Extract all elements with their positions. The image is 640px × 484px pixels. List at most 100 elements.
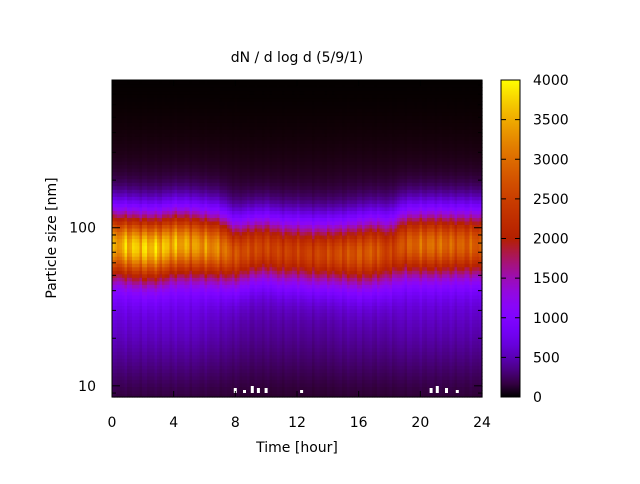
heatmap-cell: [249, 234, 253, 240]
heatmap-cell: [237, 273, 241, 278]
heatmap-cell: [207, 234, 211, 240]
heatmap-cell: [242, 351, 246, 356]
heatmap-cell: [229, 326, 233, 331]
heatmap-cell: [242, 340, 246, 345]
heatmap-cell: [184, 379, 188, 384]
heatmap-cell: [192, 196, 196, 201]
heatmap-cell: [144, 111, 148, 116]
heatmap-cell: [124, 192, 128, 197]
heatmap-cell: [164, 224, 168, 229]
heatmap-cell: [189, 393, 193, 398]
heatmap-cell: [114, 129, 118, 134]
heatmap-cell: [222, 330, 226, 335]
heatmap-cell: [202, 104, 206, 109]
heatmap-cell: [247, 227, 251, 233]
heatmap-cell: [207, 319, 211, 324]
heatmap-cell: [187, 150, 191, 155]
heatmap-cell: [114, 291, 118, 296]
heatmap-cell: [154, 323, 158, 328]
heatmap-cell: [227, 171, 231, 176]
heatmap-cell: [152, 287, 156, 292]
heatmap-cell: [172, 375, 176, 380]
heatmap-cell: [222, 97, 226, 102]
heatmap-cell: [187, 347, 191, 352]
heatmap-cell: [229, 330, 233, 335]
heatmap-cell: [187, 90, 191, 95]
heatmap-cell: [182, 118, 186, 123]
heatmap-cell: [217, 161, 221, 166]
heatmap-cell: [159, 227, 163, 233]
heatmap-cell: [199, 210, 203, 215]
heatmap-cell: [124, 234, 128, 240]
heatmap-cell: [172, 358, 176, 363]
heatmap-cell: [192, 111, 196, 116]
heatmap-cell: [229, 153, 233, 159]
heatmap-cell: [132, 301, 136, 307]
heatmap-cell: [227, 242, 231, 247]
heatmap-cell: [114, 280, 118, 285]
heatmap-cell: [117, 312, 121, 317]
heatmap-cell: [149, 242, 153, 247]
heatmap-cell: [117, 196, 121, 201]
heatmap-cell: [127, 273, 131, 278]
heatmap-cell: [122, 277, 126, 282]
heatmap-cell: [239, 294, 243, 299]
heatmap-cell: [242, 108, 246, 113]
heatmap-cell: [222, 136, 226, 141]
heatmap-cell: [207, 136, 211, 141]
heatmap-cell: [237, 393, 241, 398]
heatmap-cell: [247, 220, 251, 226]
heatmap-cell: [122, 270, 126, 275]
heatmap-cell: [229, 118, 233, 123]
heatmap-cell: [174, 115, 178, 120]
heatmap-cell: [222, 83, 226, 88]
heatmap-cell: [182, 192, 186, 197]
heatmap-cell: [114, 139, 118, 144]
heatmap-cell: [177, 273, 181, 278]
heatmap-cell: [247, 337, 251, 342]
heatmap-cell: [227, 164, 231, 169]
heatmap-cell: [202, 157, 206, 162]
heatmap-cell: [239, 97, 243, 102]
heatmap-cell: [159, 196, 163, 201]
heatmap-cell: [127, 330, 131, 335]
heatmap-cell: [184, 245, 188, 250]
heatmap-cell: [229, 87, 233, 92]
heatmap-cell: [169, 139, 173, 144]
heatmap-cell: [212, 178, 216, 183]
heatmap-cell: [237, 132, 241, 137]
heatmap-cell: [179, 136, 183, 141]
heatmap-cell: [187, 199, 191, 204]
heatmap-cell: [219, 175, 223, 180]
heatmap-cell: [182, 277, 186, 282]
heatmap-cell: [182, 382, 186, 388]
heatmap-cell: [179, 375, 183, 380]
heatmap-cell: [157, 375, 161, 380]
heatmap-cell: [144, 175, 148, 180]
heatmap-cell: [112, 238, 116, 243]
heatmap-cell: [249, 351, 253, 356]
heatmap-cell: [229, 389, 233, 395]
heatmap-cell: [204, 284, 208, 289]
heatmap-cell: [159, 298, 163, 303]
heatmap-cell: [147, 227, 151, 233]
heatmap-cell: [127, 323, 131, 328]
heatmap-cell: [209, 389, 213, 395]
heatmap-cell: [137, 291, 141, 296]
heatmap-cell: [167, 136, 171, 141]
heatmap-cell: [114, 196, 118, 201]
heatmap-cell: [124, 161, 128, 166]
heatmap-cell: [162, 249, 166, 254]
heatmap-cell: [159, 129, 163, 134]
heatmap-cell: [162, 125, 166, 130]
heatmap-cell: [189, 104, 193, 109]
heatmap-cell: [227, 146, 231, 152]
heatmap-cell: [184, 354, 188, 359]
heatmap-cell: [129, 213, 133, 218]
heatmap-cell: [199, 104, 203, 109]
heatmap-cell: [224, 238, 228, 243]
heatmap-cell: [149, 97, 153, 102]
heatmap-cell: [202, 185, 206, 190]
heatmap-cell: [154, 203, 158, 208]
heatmap-cell: [159, 351, 163, 356]
